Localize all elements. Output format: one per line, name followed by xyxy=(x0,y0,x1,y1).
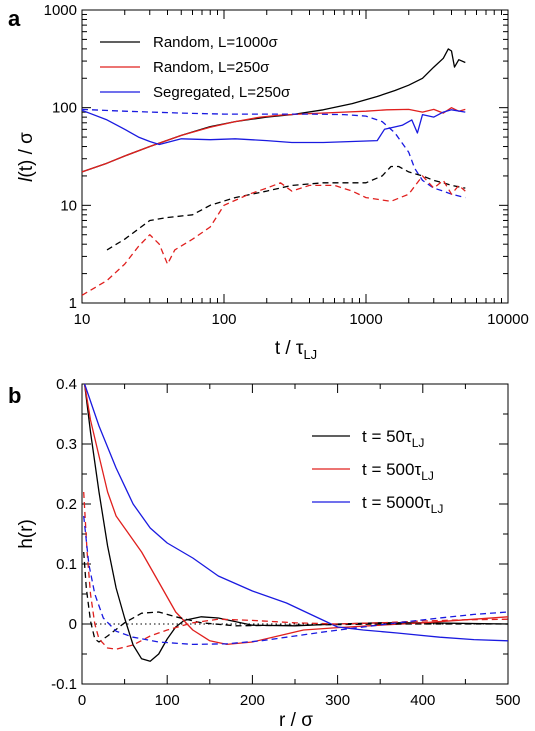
y-tick-label: 1000 xyxy=(44,2,77,19)
x-tick-label: 200 xyxy=(240,692,265,709)
panel-b-legend: t = 50τLJ t = 500τLJ t = 5000τLJ xyxy=(312,427,443,516)
y-tick-label: 0.2 xyxy=(56,496,77,513)
panel-b-x-axis-label: r / σ xyxy=(279,710,313,731)
panel-a-plot-frame xyxy=(81,9,509,304)
panel-a-legend: Random, L=1000σ Random, L=250σ Segregated,… xyxy=(100,34,291,101)
x-tick-label: 400 xyxy=(410,692,435,709)
y-tick-label: 100 xyxy=(52,100,77,117)
panel-a-label: a xyxy=(8,6,21,31)
legend-entry-label: t = 50τLJ xyxy=(362,427,424,450)
dashed-series-line-4 xyxy=(83,491,509,650)
x-tick-label: 10 xyxy=(74,311,91,328)
dashed-series-line-4 xyxy=(106,165,466,251)
x-tick-label: 100 xyxy=(155,692,180,709)
series-line-2 xyxy=(83,383,509,642)
x-tick-label: 10000 xyxy=(487,311,529,328)
x-tick-label: 0 xyxy=(78,692,86,709)
x-tick-label: 500 xyxy=(495,692,520,709)
x-tick-label: 100 xyxy=(211,311,236,328)
panel-b-label: b xyxy=(8,383,21,408)
dashed-series-line-5 xyxy=(81,175,466,296)
panel-a-y-axis-label: l(t) / σ xyxy=(16,132,37,182)
dashed-series-line-3 xyxy=(81,108,466,199)
panel-b-y-axis-label: h(r) xyxy=(16,519,37,549)
series-line-1 xyxy=(81,107,466,173)
y-tick-label: 0.3 xyxy=(56,436,77,453)
y-tick-label: 0 xyxy=(69,616,77,633)
x-tick-label: 1000 xyxy=(349,311,382,328)
y-tick-label: 0.1 xyxy=(56,556,77,573)
series-line-2 xyxy=(81,109,466,146)
panel-b-chart: b 0 100 200 300 400 500-0.100.10.20.30.4 t = … xyxy=(8,376,521,731)
y-tick-label: 0.4 xyxy=(56,376,77,393)
series-line-0 xyxy=(83,383,509,662)
dashed-series-line-3 xyxy=(83,551,508,643)
legend-entry-label: Random, L=250σ xyxy=(153,59,270,76)
legend-entry-label: Random, L=1000σ xyxy=(153,34,279,51)
series-line-1 xyxy=(83,383,509,646)
legend-entry-label: t = 5000τLJ xyxy=(362,493,443,516)
y-tick-label: 1 xyxy=(69,295,77,312)
y-tick-label: -0.1 xyxy=(51,676,77,693)
panel-a-x-axis-label: t / τLJ xyxy=(275,338,317,362)
x-tick-label: 300 xyxy=(325,692,350,709)
legend-entry-label: Segregated, L=250σ xyxy=(153,84,291,101)
legend-entry-label: t = 500τLJ xyxy=(362,460,434,483)
y-tick-label: 10 xyxy=(60,197,77,214)
dashed-series-line-5 xyxy=(83,515,509,646)
